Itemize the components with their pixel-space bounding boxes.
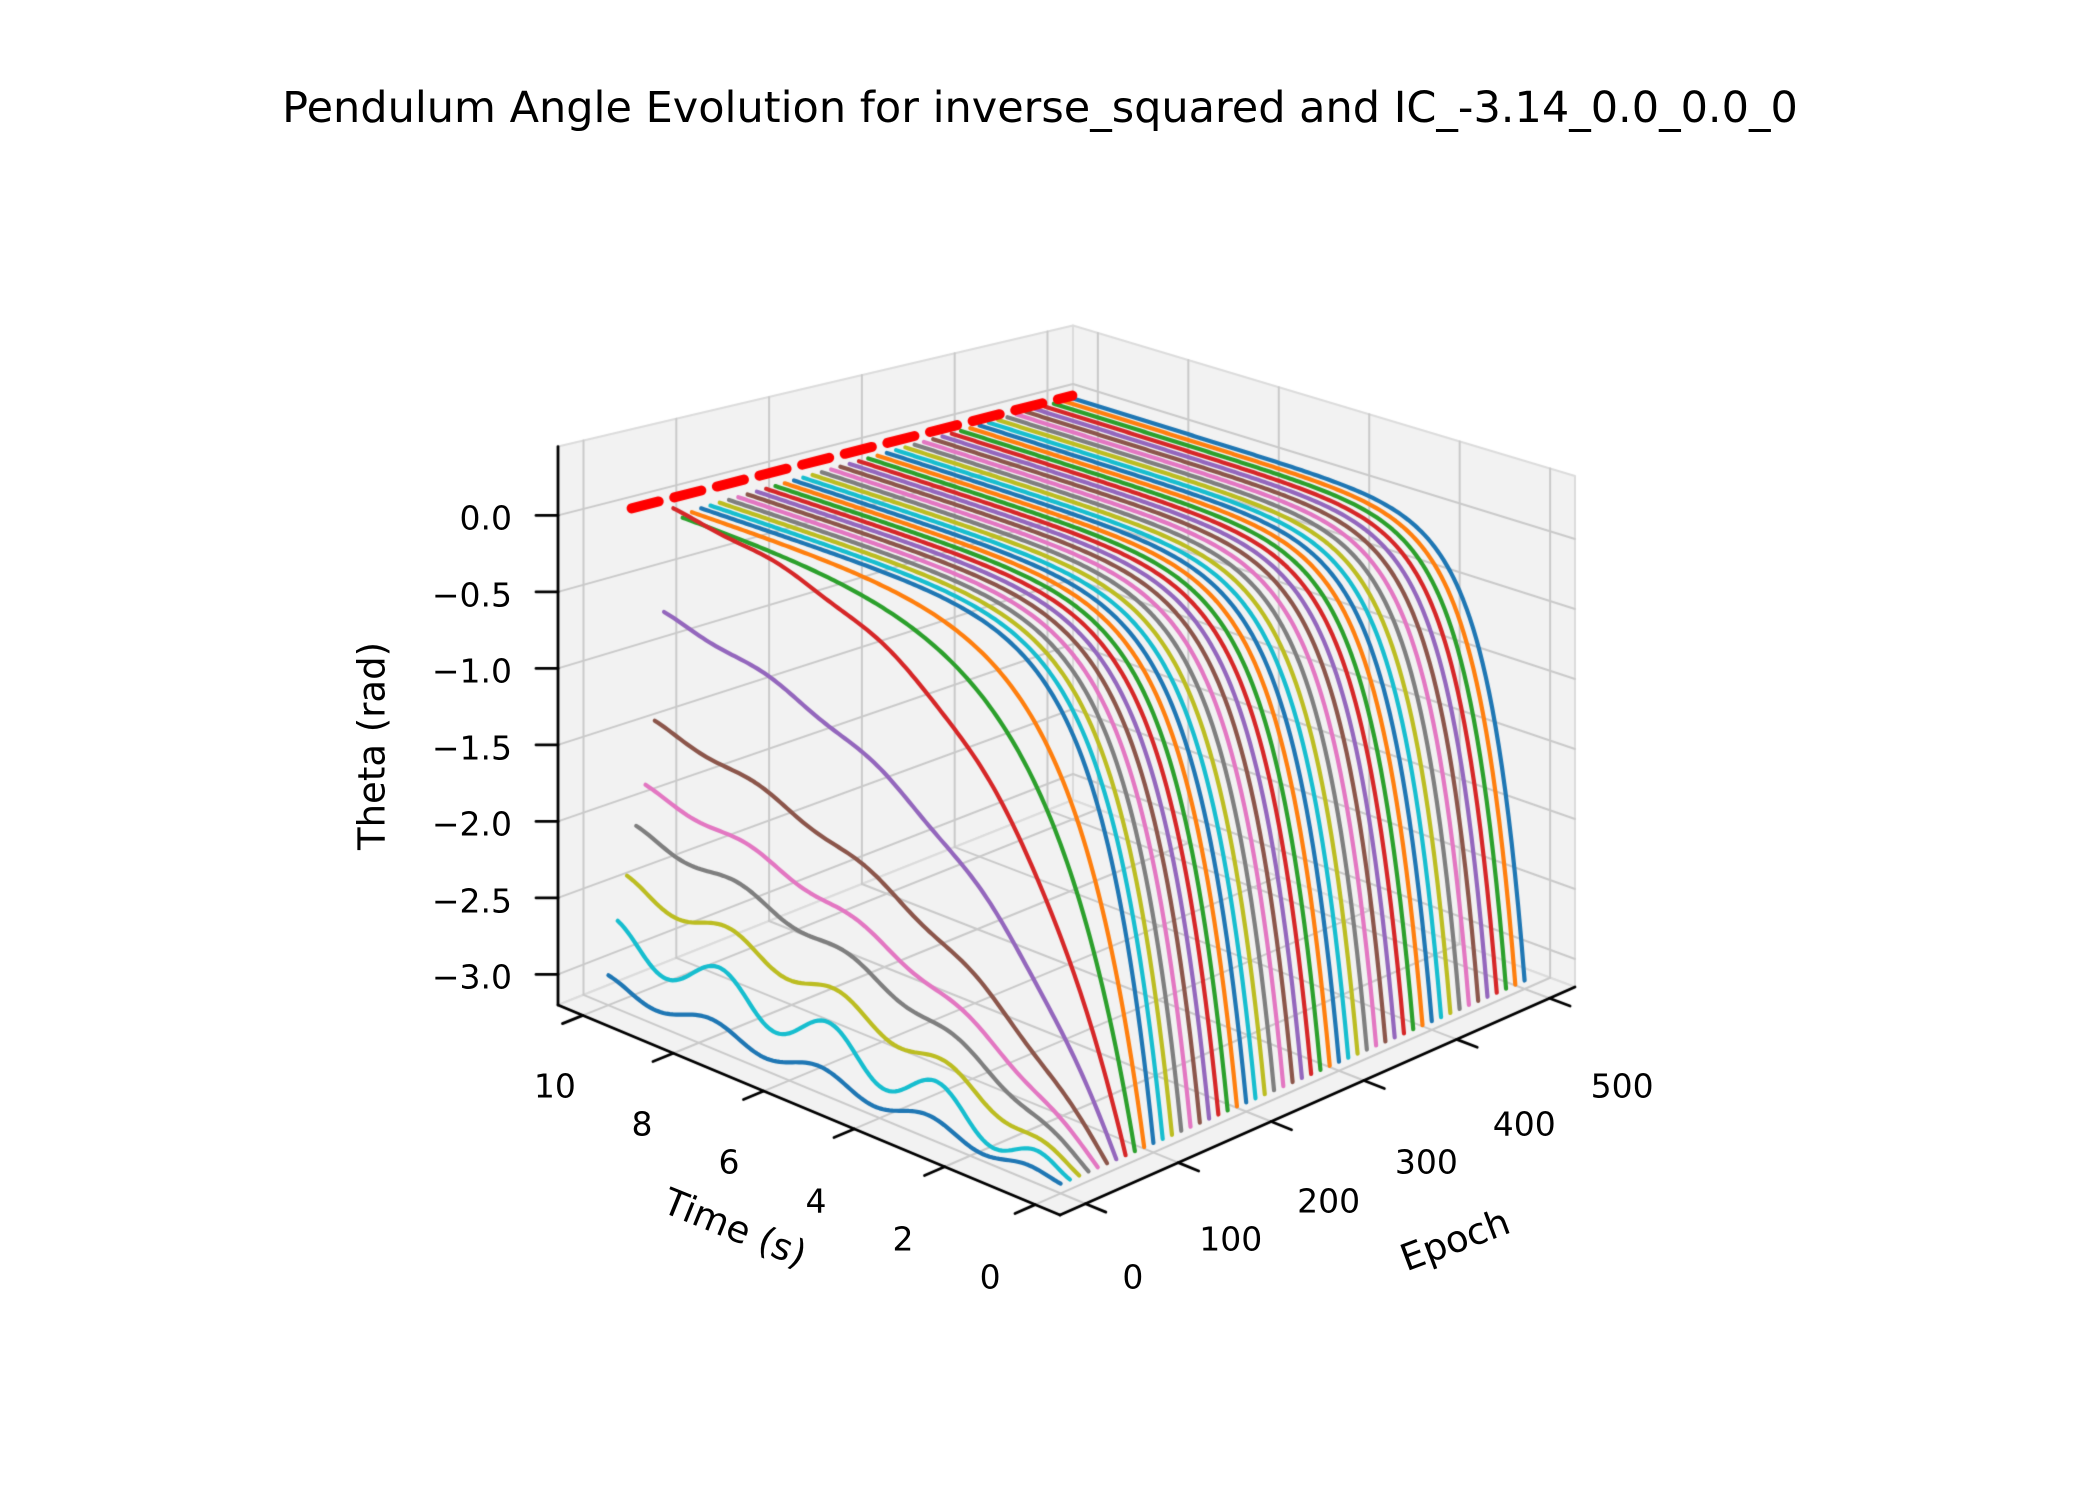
theta-axis-label: Theta (rad) <box>350 642 394 850</box>
theta-tick-label: −1.0 <box>431 651 512 691</box>
theta-tick-label: −3.0 <box>431 957 512 997</box>
theta-tick-label: −2.5 <box>431 881 512 921</box>
theta-tick-label: −0.5 <box>431 575 512 615</box>
time-tick-label: 10 <box>533 1066 576 1106</box>
time-tick-label: 2 <box>892 1219 914 1259</box>
epoch-tick-label: 100 <box>1199 1219 1263 1259</box>
time-tick-label: 8 <box>631 1104 653 1144</box>
chart-title: Pendulum Angle Evolution for inverse_squ… <box>282 83 1798 133</box>
theta-tick-label: −2.0 <box>431 804 512 844</box>
theta-tick-label: −1.5 <box>431 728 512 768</box>
epoch-tick-label: 300 <box>1394 1142 1458 1182</box>
time-tick-label: 6 <box>718 1142 740 1182</box>
epoch-tick-label: 200 <box>1297 1181 1361 1221</box>
time-tick-label: 0 <box>979 1257 1001 1297</box>
epoch-tick-label: 400 <box>1492 1104 1556 1144</box>
epoch-tick-label: 500 <box>1590 1066 1654 1106</box>
epoch-tick-label: 0 <box>1122 1257 1144 1297</box>
time-tick-label: 4 <box>805 1181 827 1221</box>
theta-tick-label: 0.0 <box>459 498 512 538</box>
